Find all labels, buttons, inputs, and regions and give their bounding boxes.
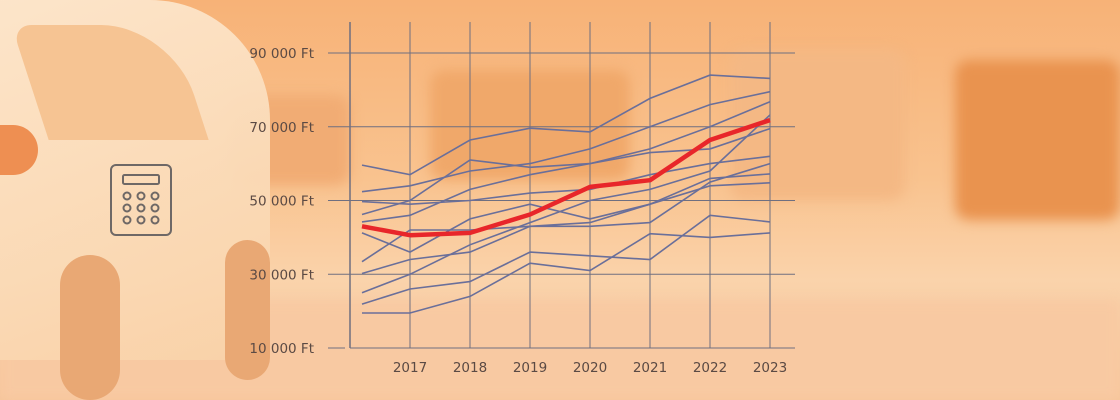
x-tick-label: 2020: [573, 360, 607, 376]
y-tick-label: 50 000 Ft: [249, 194, 314, 210]
series-line-s9: [361, 114, 771, 294]
series-line-s10: [361, 214, 771, 305]
series-line-s2: [361, 90, 771, 193]
series-line-s8: [361, 162, 771, 275]
calculator-icon: [110, 164, 172, 240]
y-tick-label: 70 000 Ft: [249, 120, 314, 136]
series-line-s4: [361, 100, 771, 216]
highlight-line-average: [361, 117, 771, 238]
x-tick-label: 2017: [393, 360, 427, 376]
series-line-s7: [361, 182, 771, 263]
y-tick-label: 10 000 Ft: [249, 341, 314, 357]
x-tick-label: 2021: [633, 360, 667, 376]
series-line-s3: [361, 155, 771, 206]
y-tick-label: 90 000 Ft: [249, 46, 314, 62]
series-line-s5: [361, 127, 771, 223]
x-tick-label: 2018: [453, 360, 487, 376]
x-tick-label: 2023: [753, 360, 787, 376]
x-tick-label: 2019: [513, 360, 547, 376]
car-wheel: [60, 255, 120, 400]
x-tick-label: 2022: [693, 360, 727, 376]
y-tick-label: 30 000 Ft: [249, 267, 314, 283]
series-line-s1: [361, 74, 771, 176]
background-car-right: [955, 60, 1120, 220]
series-line-s11: [362, 232, 771, 314]
car-wheel: [225, 240, 270, 380]
